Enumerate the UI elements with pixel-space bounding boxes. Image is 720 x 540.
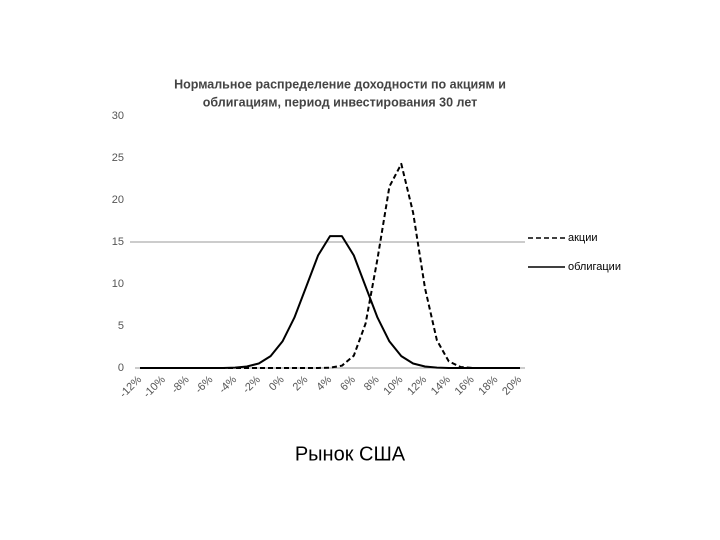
chart-title: Нормальное распределение доходности по а…: [174, 77, 506, 91]
legend-label: акции: [568, 232, 598, 244]
x-tick-label: -6%: [193, 374, 215, 396]
x-tick-label: 18%: [476, 374, 500, 398]
x-tick-label: 4%: [314, 374, 334, 394]
x-tick-label: 8%: [362, 374, 382, 394]
x-tick-label: -10%: [141, 374, 168, 401]
legend-label: облигации: [568, 261, 621, 273]
y-tick-label: 5: [118, 320, 124, 332]
x-tick-label: 10%: [381, 374, 405, 398]
chart-title: облигациям, период инвестирования 30 лет: [203, 95, 478, 109]
x-tick-label: -12%: [118, 374, 145, 401]
series-line: [140, 235, 520, 369]
x-tick-label: -2%: [241, 374, 263, 396]
y-tick-label: 30: [112, 110, 124, 122]
x-tick-label: 14%: [429, 374, 453, 398]
x-tick-label: 12%: [405, 374, 429, 398]
caption: Рынок США: [295, 443, 406, 465]
y-tick-label: 25: [112, 152, 124, 164]
y-tick-label: 10: [112, 278, 124, 290]
x-tick-label: -8%: [169, 374, 191, 396]
y-tick-label: 0: [118, 362, 124, 374]
y-tick-label: 20: [112, 194, 124, 206]
x-tick-label: 0%: [267, 374, 287, 394]
x-tick-label: 2%: [291, 374, 311, 394]
y-tick-label: 15: [112, 236, 124, 248]
x-tick-label: 16%: [453, 374, 477, 398]
series-line: [140, 162, 520, 369]
x-tick-label: -4%: [217, 374, 239, 396]
x-tick-label: 20%: [500, 374, 524, 398]
x-tick-label: 6%: [338, 374, 358, 394]
